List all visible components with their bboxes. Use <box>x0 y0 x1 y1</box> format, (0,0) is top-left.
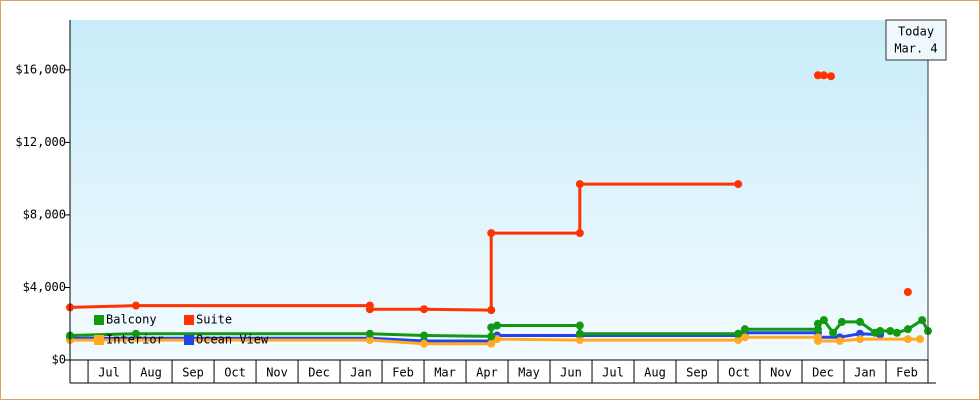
point <box>837 317 846 326</box>
point <box>493 321 502 330</box>
y-tick-label: $8,000 <box>23 207 66 221</box>
x-tick-label: Aug <box>140 366 162 380</box>
x-tick-label: Dec <box>812 366 834 380</box>
point <box>487 306 496 315</box>
point <box>826 72 835 81</box>
x-tick-label: Mar <box>434 366 456 380</box>
point <box>131 329 140 338</box>
point <box>734 180 743 189</box>
x-tick-label: Jul <box>602 366 624 380</box>
point <box>916 335 925 344</box>
x-tick-label: Feb <box>392 366 414 380</box>
point <box>903 335 912 344</box>
x-tick-label: Feb <box>896 366 918 380</box>
point <box>819 316 828 325</box>
point <box>575 180 584 189</box>
x-tick-label: Oct <box>728 366 750 380</box>
point <box>365 329 374 338</box>
point <box>487 332 496 341</box>
x-tick-label: Aug <box>644 366 666 380</box>
today-date: Mar. 4 <box>894 42 937 56</box>
x-tick-label: Sep <box>182 366 204 380</box>
point <box>420 331 429 340</box>
series-line <box>69 182 739 312</box>
point <box>365 336 374 345</box>
legend-swatch <box>184 335 194 345</box>
point <box>734 329 743 338</box>
legend-label: Suite <box>196 313 232 327</box>
point <box>819 71 828 80</box>
point <box>575 229 584 238</box>
legend-label: Balcony <box>106 313 157 327</box>
today-box <box>885 19 947 61</box>
point <box>740 325 749 334</box>
x-tick-label: May <box>518 366 540 380</box>
legend-label: Ocean View <box>196 333 269 347</box>
point <box>855 335 864 344</box>
point <box>829 328 838 337</box>
x-tick-label: Apr <box>476 366 498 380</box>
point <box>892 328 901 337</box>
x-tick-label: Jun <box>560 366 582 380</box>
point <box>487 229 496 238</box>
point <box>813 336 822 345</box>
legend-swatch <box>184 315 194 325</box>
x-tick-label: Sep <box>686 366 708 380</box>
y-tick-label: $0 <box>52 353 66 367</box>
legend-swatch <box>94 335 104 345</box>
point <box>131 301 140 310</box>
point <box>365 305 374 314</box>
x-tick-label: Dec <box>308 366 330 380</box>
plot-area <box>70 20 928 360</box>
point <box>903 288 912 296</box>
today-label: Today <box>898 25 934 39</box>
point <box>420 305 429 314</box>
y-tick-label: $4,000 <box>23 280 66 294</box>
point <box>813 319 822 328</box>
y-tick-label: $16,000 <box>15 62 66 76</box>
x-tick-label: Jan <box>854 366 876 380</box>
point <box>886 326 895 335</box>
point <box>835 336 844 345</box>
x-tick-label: Nov <box>770 366 792 380</box>
x-tick-label: Nov <box>266 366 288 380</box>
point <box>903 325 912 334</box>
point <box>575 336 584 345</box>
x-tick-label: Jul <box>98 366 120 380</box>
point <box>813 71 822 80</box>
point <box>575 329 584 338</box>
point <box>918 316 927 325</box>
x-tick-label: Oct <box>224 366 246 380</box>
point <box>575 321 584 330</box>
point <box>420 339 429 348</box>
point <box>487 339 496 348</box>
y-tick-label: $12,000 <box>15 135 66 149</box>
legend-label: Interior <box>106 333 164 347</box>
point <box>734 336 743 345</box>
point <box>740 333 749 342</box>
point <box>855 317 864 326</box>
x-tick-label: Jan <box>350 366 372 380</box>
point <box>876 326 885 335</box>
legend-swatch <box>94 315 104 325</box>
